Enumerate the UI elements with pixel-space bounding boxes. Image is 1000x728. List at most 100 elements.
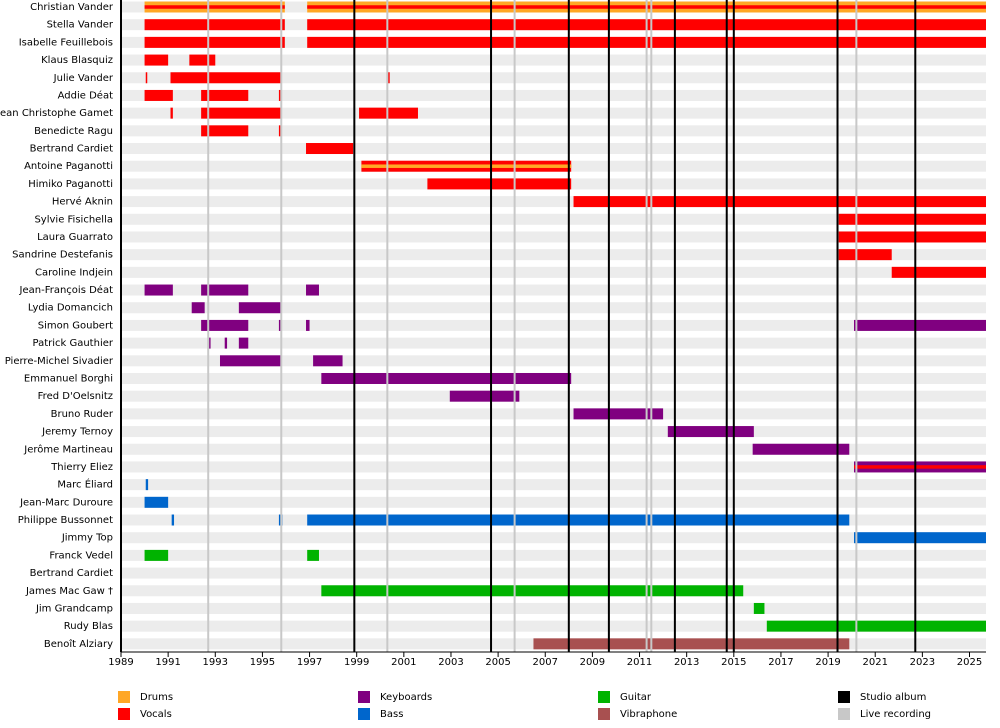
member-name: Bertrand Cardiet	[30, 144, 113, 155]
x-tick-label: 2001	[391, 657, 416, 668]
row-background	[121, 72, 986, 84]
period-bar	[359, 107, 418, 119]
member-name: Emmanuel Borghi	[24, 373, 113, 384]
member-name: Sandrine Destefanis	[12, 250, 113, 261]
legend-swatch	[118, 691, 130, 703]
member-name: James Mac Gaw †	[25, 586, 113, 597]
member-name: Philippe Bussonnet	[18, 515, 113, 526]
x-tick-label: 2003	[438, 657, 463, 668]
period-bar	[307, 549, 319, 561]
member-name: Bertrand Cardiet	[30, 568, 113, 579]
period-bar	[278, 89, 282, 101]
period-bar	[854, 319, 986, 331]
member-name: Himiko Paganotti	[28, 179, 113, 190]
x-tick-label: 2023	[910, 657, 935, 668]
period-bar	[171, 514, 175, 526]
x-tick-label: 2009	[580, 657, 605, 668]
period-bar	[766, 620, 986, 632]
member-name: Stella Vander	[47, 20, 114, 31]
member-name: Jean Christophe Gamet	[0, 108, 113, 119]
period-bar	[144, 36, 285, 48]
legend-label: Guitar	[620, 692, 652, 703]
row-background	[121, 426, 986, 438]
row-background	[121, 319, 986, 331]
period-bar	[427, 178, 572, 190]
member-name: Antoine Paganotti	[24, 161, 113, 172]
member-name: Hervé Aknin	[52, 196, 113, 208]
period-bar	[144, 89, 173, 101]
row-background	[121, 567, 986, 579]
row-background	[121, 390, 986, 402]
period-bar	[838, 249, 892, 261]
period-bar	[144, 19, 285, 31]
x-tick-label: 2005	[485, 657, 510, 668]
member-name: Jean-Marc Duroure	[19, 497, 113, 508]
period-bar	[449, 390, 520, 402]
x-tick-label: 2011	[627, 657, 652, 668]
row-background	[121, 89, 986, 101]
period-bar	[306, 319, 310, 331]
period-bar	[891, 266, 986, 278]
period-bar	[307, 514, 850, 526]
x-tick-label: 2019	[815, 657, 840, 668]
x-tick-label: 1999	[344, 657, 369, 668]
row-background	[121, 549, 986, 561]
row-background	[121, 479, 986, 491]
period-bar	[201, 89, 249, 101]
member-name: Rudy Blas	[64, 621, 113, 632]
period-bar	[838, 231, 986, 243]
member-name: Simon Goubert	[38, 320, 113, 331]
member-name: Pierre-Michel Sivadier	[5, 356, 114, 367]
legend-swatch	[358, 691, 370, 703]
period-bar	[189, 54, 216, 66]
period-bar	[238, 337, 249, 349]
member-name: Julie Vander	[53, 73, 114, 84]
member-name: Sylvie Fisichella	[34, 214, 113, 225]
row-background	[121, 461, 986, 473]
member-name: Jeremy Ternoy	[41, 427, 113, 438]
member-name: Bruno Ruder	[51, 409, 114, 420]
row-background	[121, 602, 986, 614]
member-name: Marc Éliard	[57, 478, 113, 491]
period-bar	[201, 319, 249, 331]
period-bar	[144, 549, 169, 561]
period-bar	[321, 372, 572, 384]
member-name: Jim Grandcamp	[35, 603, 113, 614]
row-background	[121, 213, 986, 225]
x-tick-label: 2021	[862, 657, 887, 668]
period-bar	[170, 107, 173, 119]
period-bar	[533, 638, 850, 650]
row-background	[121, 125, 986, 137]
period-bar	[321, 585, 744, 597]
legend-label: Vocals	[140, 709, 172, 720]
legend-swatch	[358, 708, 370, 720]
row-background	[121, 107, 986, 119]
legend-swatch	[598, 691, 610, 703]
row-background	[121, 443, 986, 455]
x-tick-label: 1993	[203, 657, 228, 668]
period-bar	[219, 355, 282, 367]
period-bar	[306, 143, 354, 155]
period-bar	[238, 302, 282, 314]
period-bar	[224, 337, 228, 349]
member-name: Addie Déat	[58, 89, 113, 101]
member-name: Isabelle Feuillebois	[19, 37, 113, 48]
x-tick-label: 1989	[108, 657, 133, 668]
row-background	[121, 54, 986, 66]
period-stripe	[361, 164, 572, 168]
member-name: Caroline Indjein	[35, 267, 113, 278]
period-bar	[145, 72, 148, 84]
member-name: Benoît Alziary	[44, 638, 113, 650]
row-background	[121, 496, 986, 508]
member-name: Christian Vander	[30, 2, 114, 13]
x-tick-label: 2007	[533, 657, 558, 668]
period-bar	[278, 319, 282, 331]
period-bar	[573, 196, 986, 208]
row-background	[121, 196, 986, 208]
period-bar	[191, 302, 205, 314]
member-name: Jimmy Top	[61, 533, 113, 544]
member-name: Patrick Gauthier	[32, 338, 113, 349]
period-bar	[667, 426, 754, 438]
row-background	[121, 408, 986, 420]
